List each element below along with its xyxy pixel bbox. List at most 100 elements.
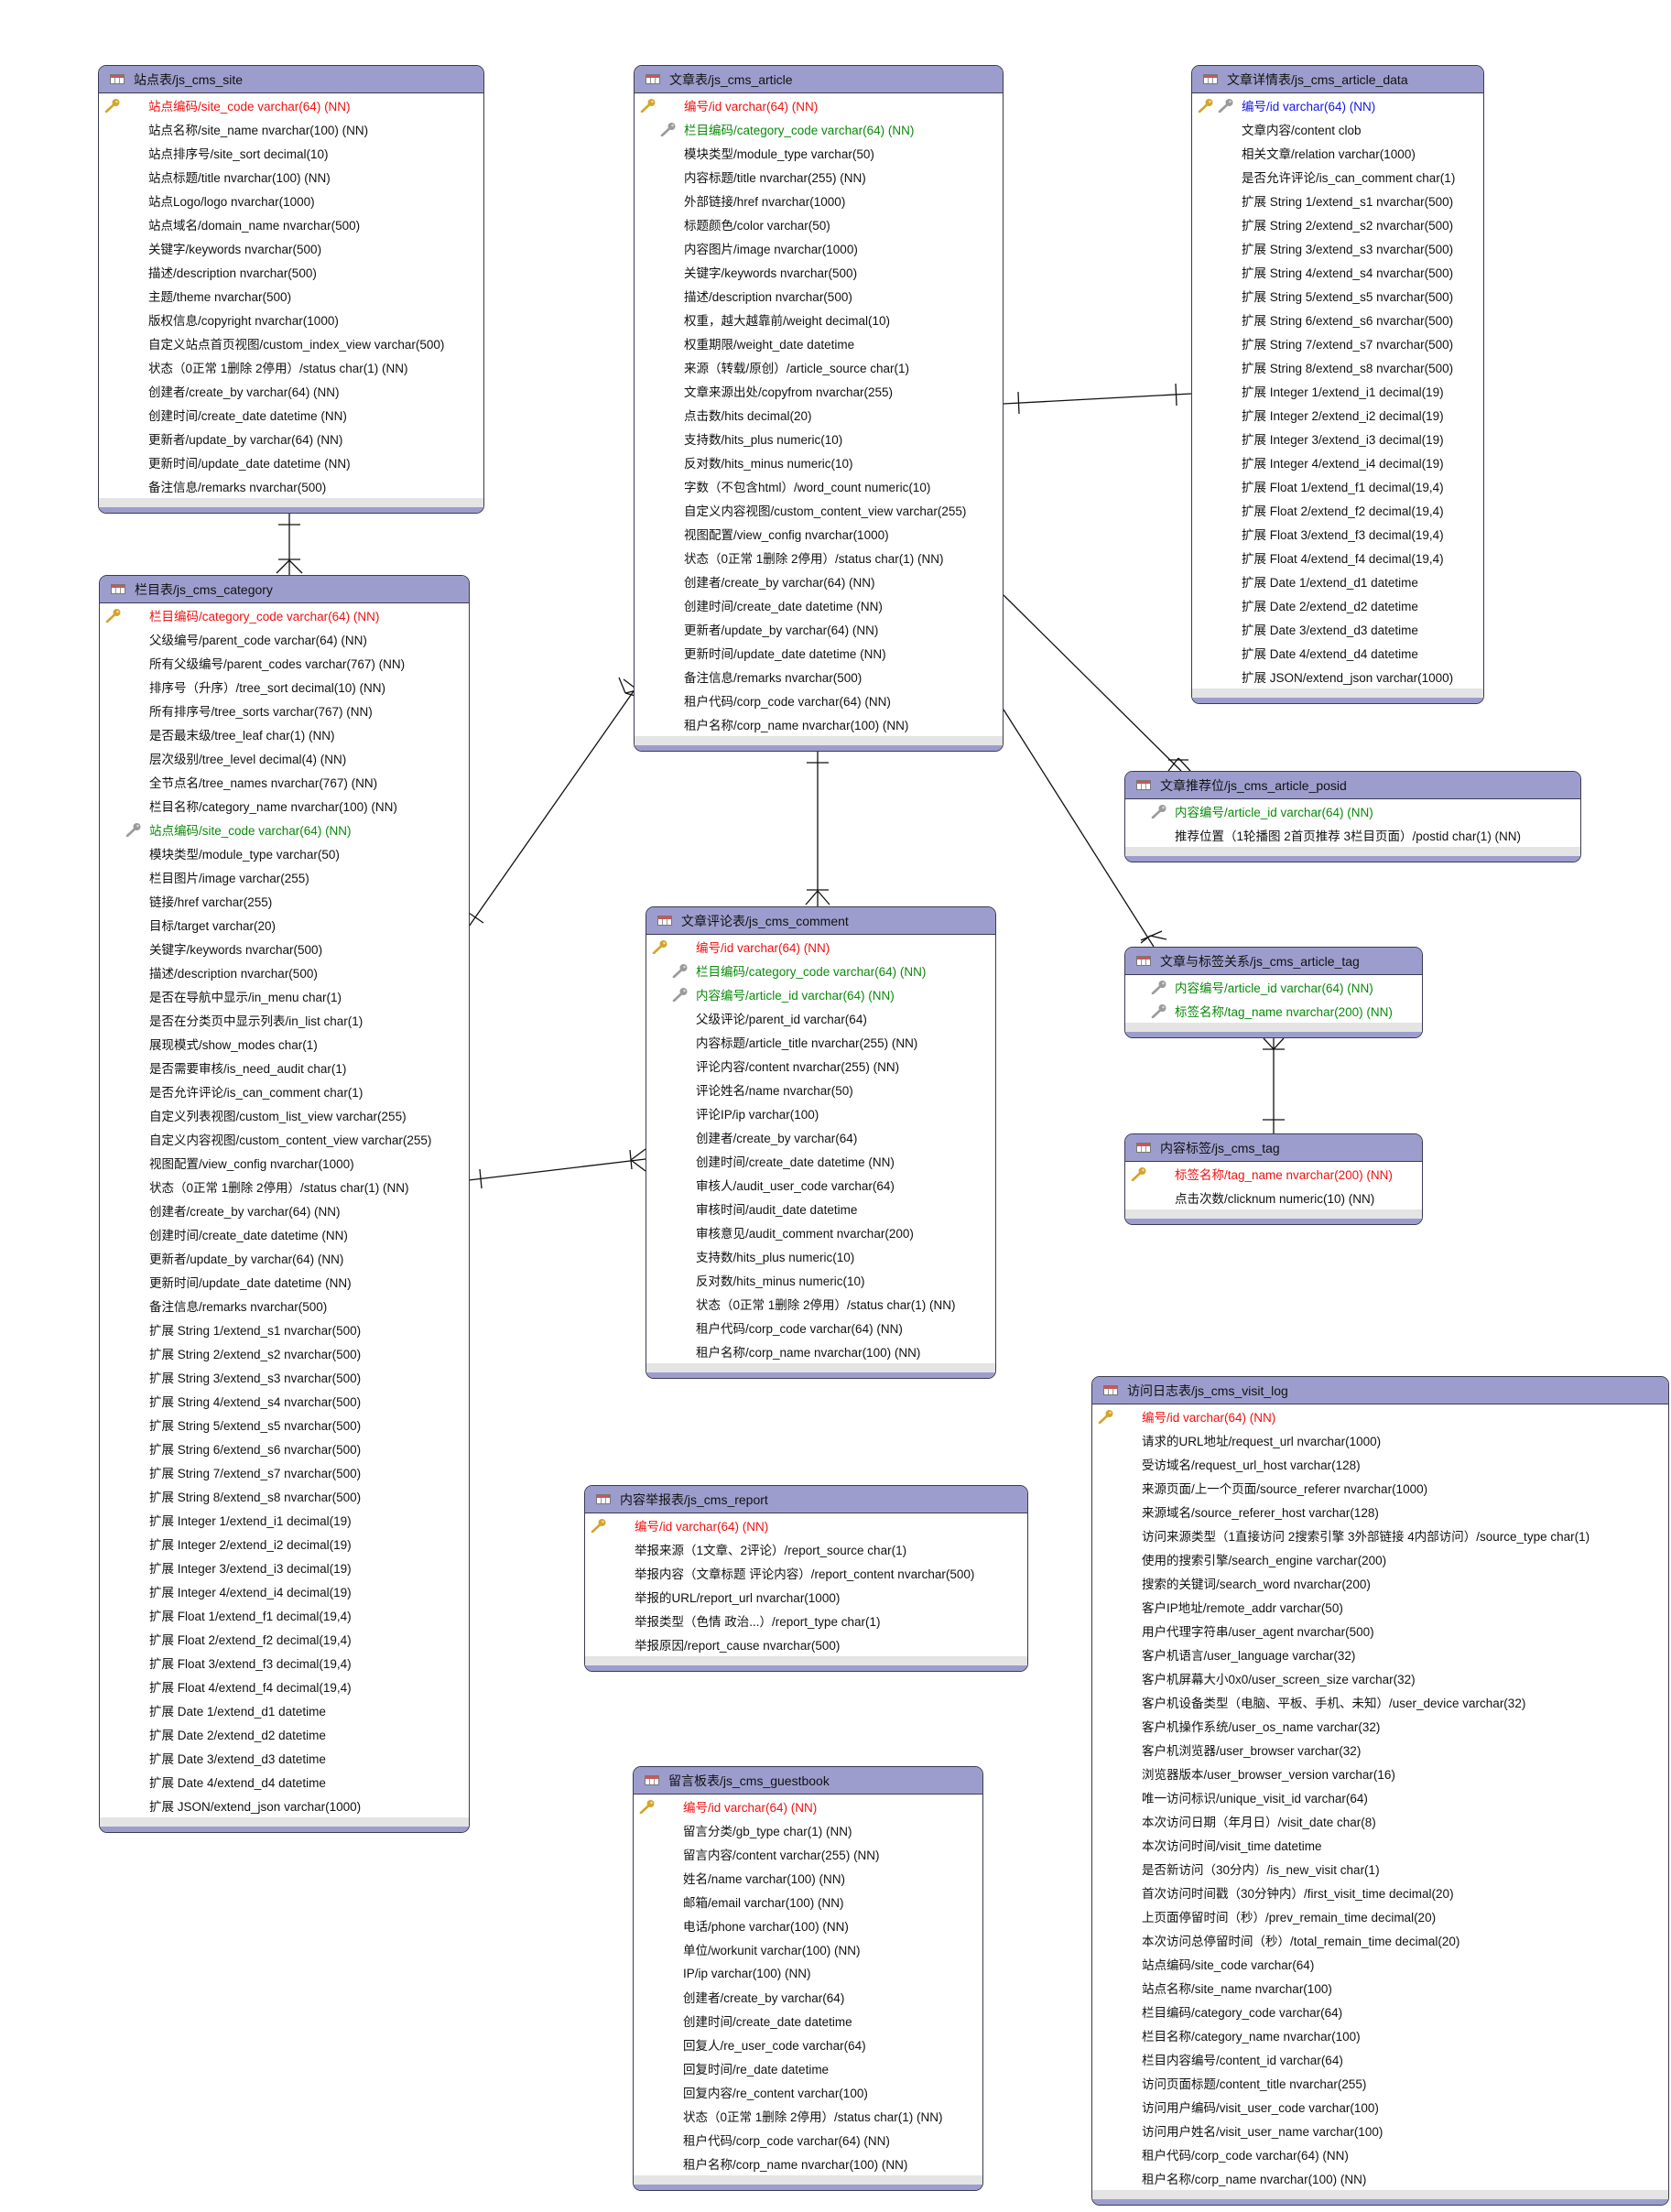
column-row[interactable]: 创建时间/create_date datetime (NN)	[646, 1149, 995, 1173]
column-row[interactable]: 租户代码/corp_code varchar(64) (NN)	[1092, 2142, 1668, 2166]
column-row[interactable]: 评论姓名/name nvarchar(50)	[646, 1078, 995, 1101]
table-header[interactable]: 文章评论表/js_cms_comment	[646, 907, 995, 935]
column-row[interactable]: 备注信息/remarks nvarchar(500)	[99, 474, 483, 498]
table-header[interactable]: 文章表/js_cms_article	[635, 66, 1003, 93]
column-row[interactable]: 搜索的关键词/search_word nvarchar(200)	[1092, 1571, 1668, 1595]
column-row[interactable]: 租户代码/corp_code varchar(64) (NN)	[635, 689, 1003, 712]
column-row[interactable]: 关键字/keywords nvarchar(500)	[99, 236, 483, 260]
table-js-cms-site[interactable]: 站点表/js_cms_site 站点编码/site_code varchar(64…	[98, 65, 484, 514]
column-row[interactable]: 本次访问日期（年月日）/visit_date char(8)	[1092, 1809, 1668, 1833]
table-header[interactable]: 站点表/js_cms_site	[99, 66, 483, 93]
column-row[interactable]: 审核时间/audit_date datetime	[646, 1197, 995, 1220]
column-row[interactable]: 客户机操作系统/user_os_name varchar(32)	[1092, 1714, 1668, 1738]
table-js-cms-guestbook[interactable]: 留言板表/js_cms_guestbook 编号/id varchar(64) (…	[633, 1766, 983, 2191]
column-row[interactable]: IP/ip varchar(100) (NN)	[634, 1961, 982, 1985]
column-row[interactable]: 客户机设备类型（电脑、平板、手机、未知）/user_device varchar…	[1092, 1690, 1668, 1714]
table-js-cms-report[interactable]: 内容举报表/js_cms_report 编号/id varchar(64) (NN…	[584, 1485, 1028, 1672]
column-row[interactable]: 是否允许评论/is_can_comment char(1)	[1192, 165, 1483, 189]
column-row[interactable]: 版权信息/copyright nvarchar(1000)	[99, 308, 483, 331]
column-row[interactable]: 更新时间/update_date datetime (NN)	[100, 1270, 469, 1294]
column-row[interactable]: 来源域名/source_referer_host varchar(128)	[1092, 1500, 1668, 1523]
column-row[interactable]: 内容标题/article_title nvarchar(255) (NN)	[646, 1030, 995, 1054]
column-row[interactable]: 上页面停留时间（秒）/prev_remain_time decimal(20)	[1092, 1904, 1668, 1928]
column-row[interactable]: 主题/theme nvarchar(500)	[99, 284, 483, 308]
column-row[interactable]: 举报类型（色情 政治...）/report_type char(1)	[585, 1609, 1027, 1632]
column-row[interactable]: 本次访问时间/visit_time datetime	[1092, 1833, 1668, 1857]
column-row[interactable]: 租户名称/corp_name nvarchar(100) (NN)	[646, 1339, 995, 1363]
column-row[interactable]: 站点编码/site_code varchar(64)	[1092, 1952, 1668, 1976]
column-row[interactable]: 请求的URL地址/request_url nvarchar(1000)	[1092, 1428, 1668, 1452]
column-row[interactable]: 访问用户姓名/visit_user_name varchar(100)	[1092, 2119, 1668, 2142]
column-row[interactable]: 审核意见/audit_comment nvarchar(200)	[646, 1220, 995, 1244]
column-row[interactable]: 扩展 Date 2/extend_d2 datetime	[100, 1722, 469, 1746]
column-row[interactable]: 创建者/create_by varchar(64) (NN)	[99, 379, 483, 403]
column-row[interactable]: 标签名称/tag_name nvarchar(200) (NN)	[1125, 999, 1422, 1023]
column-row[interactable]: 举报内容（文章标题 评论内容）/report_content nvarchar(…	[585, 1561, 1027, 1585]
column-row[interactable]: 扩展 Date 1/extend_d1 datetime	[1192, 569, 1483, 593]
column-row[interactable]: 内容编号/article_id varchar(64) (NN)	[646, 982, 995, 1006]
column-row[interactable]: 内容标题/title nvarchar(255) (NN)	[635, 165, 1003, 189]
column-row[interactable]: 扩展 String 5/extend_s5 nvarchar(500)	[1192, 284, 1483, 308]
column-row[interactable]: 租户名称/corp_name nvarchar(100) (NN)	[634, 2152, 982, 2175]
column-row[interactable]: 扩展 Integer 3/extend_i3 decimal(19)	[1192, 427, 1483, 450]
column-row[interactable]: 扩展 Float 1/extend_f1 decimal(19,4)	[1192, 474, 1483, 498]
column-row[interactable]: 排序号（升序）/tree_sort decimal(10) (NN)	[100, 675, 469, 699]
column-row[interactable]: 外部链接/href nvarchar(1000)	[635, 189, 1003, 212]
column-row[interactable]: 是否在分类页中显示列表/in_list char(1)	[100, 1008, 469, 1032]
column-row[interactable]: 扩展 String 2/extend_s2 nvarchar(500)	[1192, 212, 1483, 236]
column-row[interactable]: 权重，越大越靠前/weight decimal(10)	[635, 308, 1003, 331]
column-row[interactable]: 站点编码/site_code varchar(64) (NN)	[100, 818, 469, 841]
column-row[interactable]: 扩展 Float 4/extend_f4 decimal(19,4)	[1192, 546, 1483, 569]
column-row[interactable]: 内容编号/article_id varchar(64) (NN)	[1125, 799, 1580, 823]
column-row[interactable]: 扩展 JSON/extend_json varchar(1000)	[1192, 665, 1483, 689]
column-row[interactable]: 留言内容/content varchar(255) (NN)	[634, 1842, 982, 1866]
column-row[interactable]: 浏览器版本/user_browser_version varchar(16)	[1092, 1762, 1668, 1785]
column-row[interactable]: 电话/phone varchar(100) (NN)	[634, 1914, 982, 1937]
column-row[interactable]: 站点Logo/logo nvarchar(1000)	[99, 189, 483, 212]
column-row[interactable]: 状态（0正常 1删除 2停用）/status char(1) (NN)	[100, 1175, 469, 1198]
table-js-cms-tag[interactable]: 内容标签/js_cms_tag 标签名称/tag_name nvarchar(20…	[1124, 1133, 1423, 1225]
column-row[interactable]: 扩展 String 4/extend_s4 nvarchar(500)	[1192, 260, 1483, 284]
column-row[interactable]: 举报原因/report_cause nvarchar(500)	[585, 1632, 1027, 1656]
column-row[interactable]: 扩展 JSON/extend_json varchar(1000)	[100, 1794, 469, 1817]
column-row[interactable]: 是否在导航中显示/in_menu char(1)	[100, 984, 469, 1008]
column-row[interactable]: 扩展 String 2/extend_s2 nvarchar(500)	[100, 1341, 469, 1365]
column-row[interactable]: 关键字/keywords nvarchar(500)	[635, 260, 1003, 284]
column-row[interactable]: 客户机浏览器/user_browser varchar(32)	[1092, 1738, 1668, 1762]
table-header[interactable]: 内容标签/js_cms_tag	[1125, 1134, 1422, 1162]
column-row[interactable]: 受访域名/request_url_host varchar(128)	[1092, 1452, 1668, 1476]
column-row[interactable]: 举报的URL/report_url nvarchar(1000)	[585, 1585, 1027, 1609]
column-row[interactable]: 扩展 String 1/extend_s1 nvarchar(500)	[100, 1317, 469, 1341]
column-row[interactable]: 编号/id varchar(64) (NN)	[1192, 93, 1483, 117]
column-row[interactable]: 用户代理字符串/user_agent nvarchar(500)	[1092, 1619, 1668, 1643]
table-header[interactable]: 内容举报表/js_cms_report	[585, 1486, 1027, 1513]
column-row[interactable]: 更新时间/update_date datetime (NN)	[635, 641, 1003, 665]
table-js-cms-category[interactable]: 栏目表/js_cms_category 栏目编码/category_code va…	[99, 575, 470, 1833]
column-row[interactable]: 自定义列表视图/custom_list_view varchar(255)	[100, 1103, 469, 1127]
column-row[interactable]: 邮箱/email varchar(100) (NN)	[634, 1890, 982, 1914]
column-row[interactable]: 点击次数/clicknum numeric(10) (NN)	[1125, 1186, 1422, 1209]
column-row[interactable]: 创建时间/create_date datetime (NN)	[635, 593, 1003, 617]
column-row[interactable]: 扩展 Date 2/extend_d2 datetime	[1192, 593, 1483, 617]
column-row[interactable]: 创建时间/create_date datetime (NN)	[100, 1222, 469, 1246]
column-row[interactable]: 审核人/audit_user_code varchar(64)	[646, 1173, 995, 1197]
column-row[interactable]: 扩展 String 7/extend_s7 nvarchar(500)	[100, 1460, 469, 1484]
column-row[interactable]: 模块类型/module_type varchar(50)	[635, 141, 1003, 165]
column-row[interactable]: 扩展 Date 4/extend_d4 datetime	[1192, 641, 1483, 665]
column-row[interactable]: 创建者/create_by varchar(64) (NN)	[100, 1198, 469, 1222]
column-row[interactable]: 状态（0正常 1删除 2停用）/status char(1) (NN)	[646, 1292, 995, 1316]
column-row[interactable]: 扩展 Float 3/extend_f3 decimal(19,4)	[100, 1651, 469, 1675]
column-row[interactable]: 扩展 String 8/extend_s8 nvarchar(500)	[100, 1484, 469, 1508]
column-row[interactable]: 扩展 Integer 4/extend_i4 decimal(19)	[100, 1579, 469, 1603]
column-row[interactable]: 推荐位置（1轮播图 2首页推荐 3栏目页面）/postid char(1) (N…	[1125, 823, 1580, 847]
column-row[interactable]: 链接/href varchar(255)	[100, 889, 469, 913]
column-row[interactable]: 编号/id varchar(64) (NN)	[1092, 1404, 1668, 1428]
column-row[interactable]: 扩展 Integer 1/extend_i1 decimal(19)	[100, 1508, 469, 1532]
column-row[interactable]: 站点名称/site_name nvarchar(100)	[1092, 1976, 1668, 2000]
column-row[interactable]: 栏目编码/category_code varchar(64) (NN)	[100, 603, 469, 627]
column-row[interactable]: 父级编号/parent_code varchar(64) (NN)	[100, 627, 469, 651]
column-row[interactable]: 扩展 String 6/extend_s6 nvarchar(500)	[100, 1437, 469, 1460]
column-row[interactable]: 内容编号/article_id varchar(64) (NN)	[1125, 975, 1422, 999]
column-row[interactable]: 客户机屏幕大小0x0/user_screen_size varchar(32)	[1092, 1666, 1668, 1690]
column-row[interactable]: 目标/target varchar(20)	[100, 913, 469, 937]
